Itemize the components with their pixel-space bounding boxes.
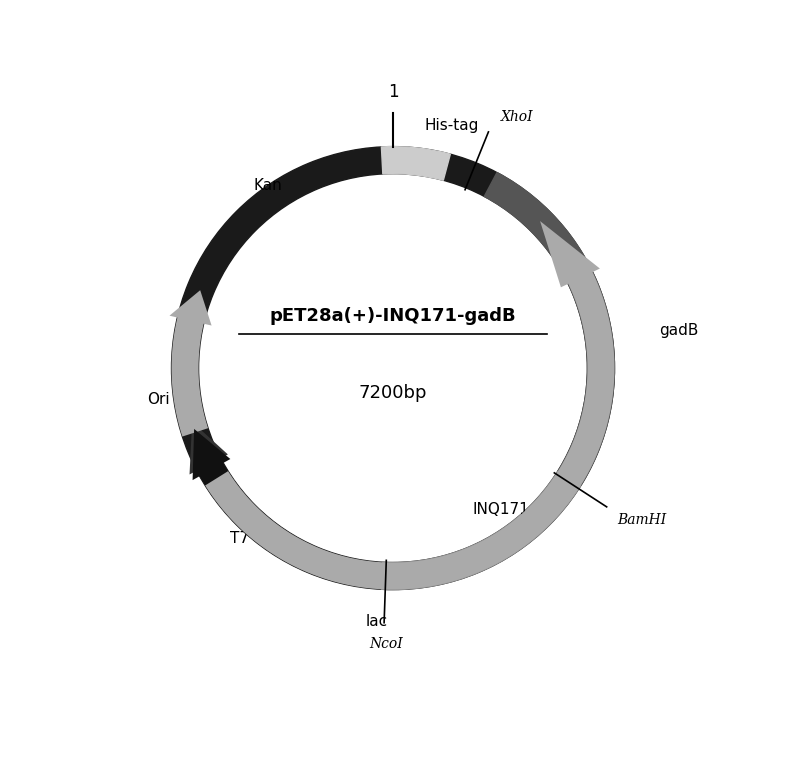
Text: gadB: gadB	[659, 323, 699, 338]
Text: lac: lac	[365, 615, 387, 629]
Text: 7200bp: 7200bp	[358, 384, 428, 402]
Text: XhoI: XhoI	[501, 110, 534, 123]
Text: Kan: Kan	[254, 178, 283, 192]
Polygon shape	[170, 290, 211, 437]
Text: pET28a(+)-INQ171-gadB: pET28a(+)-INQ171-gadB	[270, 307, 516, 325]
Text: INQ171: INQ171	[472, 502, 530, 517]
Text: BamHI: BamHI	[617, 513, 667, 527]
Wedge shape	[381, 471, 581, 590]
Text: NcoI: NcoI	[369, 637, 403, 651]
Text: 1: 1	[387, 83, 399, 101]
Text: His-tag: His-tag	[424, 118, 479, 133]
Wedge shape	[484, 173, 615, 485]
Polygon shape	[205, 221, 615, 590]
Polygon shape	[189, 422, 376, 589]
Text: T7: T7	[230, 531, 248, 546]
Polygon shape	[193, 429, 353, 584]
Wedge shape	[381, 147, 450, 180]
Text: Ori: Ori	[148, 392, 171, 407]
